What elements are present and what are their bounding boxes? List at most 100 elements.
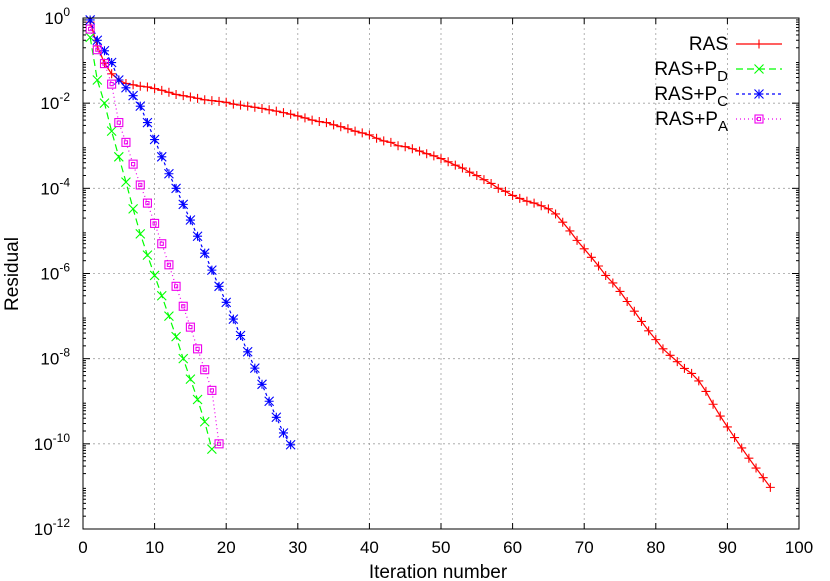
data-point [300,113,310,123]
data-point [193,344,203,354]
x-tick-label: 70 [575,538,594,557]
x-tick-label: 90 [718,538,737,557]
data-point [622,297,632,307]
data-point [293,111,303,121]
y-tick-label: 100 [44,5,70,28]
data-point [85,15,96,25]
data-point [493,183,503,193]
data-point [271,412,282,423]
data-point [701,386,711,396]
data-point [178,301,188,311]
data-point [156,290,167,301]
data-point [121,82,131,93]
data-point [400,142,410,152]
data-point [644,326,654,336]
data-point [171,183,181,194]
data-point [157,85,167,95]
data-point [192,394,203,405]
data-point [343,124,353,134]
data-point [178,353,189,364]
data-point [199,248,210,259]
data-point [99,98,110,109]
data-point [113,151,124,162]
axis-ticks [82,17,800,530]
data-point [658,344,668,354]
data-point [106,126,117,137]
data-point [142,82,152,92]
data-point [737,443,747,453]
data-point [171,89,181,99]
x-tick-label: 60 [503,538,522,557]
data-point [128,203,139,214]
y-tick-labels: 10-12 10-10 10-8 10-6 10-4 10-2 100 [34,5,71,539]
data-point [586,252,596,262]
data-point [85,24,95,34]
data-point [156,151,167,162]
data-point [214,281,224,292]
data-point [106,57,117,68]
data-point [257,379,267,390]
data-point [107,79,117,89]
data-point [278,428,289,438]
data-point [157,239,167,249]
data-point [758,473,768,483]
data-point [178,91,188,101]
data-point [336,122,346,132]
data-point [164,168,174,179]
legend-marker [754,39,764,49]
data-point [285,439,296,450]
data-point [99,45,110,56]
data-point [185,374,196,385]
data-point [744,453,754,463]
data-point [636,316,646,326]
data-point [164,311,174,321]
data-point [242,346,253,357]
data-point [185,92,195,102]
data-point [572,235,582,245]
x-tick-labels: 0 10 20 30 40 50 60 70 80 90 100 [78,538,813,557]
data-point [500,186,510,196]
data-point [457,163,467,173]
data-point [171,281,181,291]
data-point [551,209,561,219]
data-point [192,231,203,242]
data-point [114,118,124,128]
data-point [264,105,274,115]
data-point [164,87,174,97]
x-tick-label: 20 [217,538,236,557]
data-point [214,439,224,449]
data-point [249,363,260,374]
data-point [92,45,102,55]
data-point [206,265,217,276]
data-point [393,141,403,151]
data-point [629,306,639,316]
x-tick-label: 100 [785,538,813,557]
data-point [679,363,689,373]
data-point [765,482,775,492]
data-point [178,199,189,210]
data-point [601,270,611,280]
data-point [329,120,339,130]
data-point [357,128,367,138]
data-point [207,385,217,395]
legend-label: RAS+PC [654,84,728,110]
data-point [372,133,382,143]
data-point [422,149,432,159]
data-point [522,196,532,206]
data-point [379,136,389,146]
data-point [407,144,417,154]
data-point [594,261,604,271]
data-point [450,160,460,170]
data-point [135,101,146,112]
legend-label: RAS [689,34,728,55]
data-point [314,117,324,127]
data-point [142,250,153,261]
x-axis-title: Iteration number [369,562,508,581]
data-point [221,97,231,107]
data-point [687,368,697,378]
data-point [214,96,224,106]
data-point [135,81,145,91]
data-point [250,102,260,112]
data-point [479,175,489,185]
